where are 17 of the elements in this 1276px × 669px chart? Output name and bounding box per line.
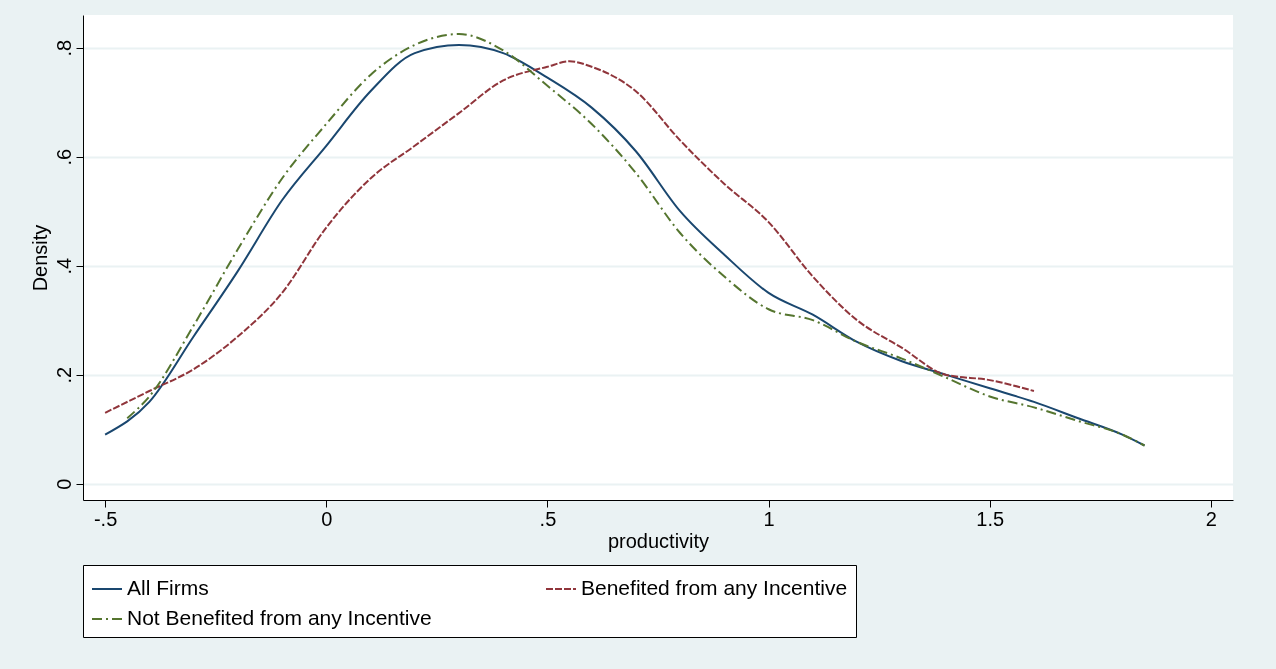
x-tick-label: .5: [539, 507, 557, 530]
x-tick-label: -.5: [93, 507, 118, 530]
y-tick-label: .4: [52, 257, 75, 275]
line-series: [104, 60, 1035, 414]
legend-label: Not Benefited from any Incentive: [127, 606, 432, 629]
y-tick-label: .2: [52, 366, 75, 384]
x-tick-label: 0: [321, 507, 333, 530]
x-tick-label: 2: [1205, 507, 1217, 530]
x-axis-title: productivity: [607, 529, 710, 552]
legend-label: Benefited from any Incentive: [581, 576, 848, 599]
y-tick-label: 0: [52, 478, 75, 490]
y-tick-label: .6: [52, 148, 75, 166]
x-tick-label: 1.5: [976, 507, 1005, 530]
y-axis-title: Density: [28, 224, 51, 292]
legend-label: All Firms: [127, 576, 209, 599]
x-tick-label: 1: [763, 507, 775, 530]
y-tick-label: .8: [52, 39, 75, 57]
